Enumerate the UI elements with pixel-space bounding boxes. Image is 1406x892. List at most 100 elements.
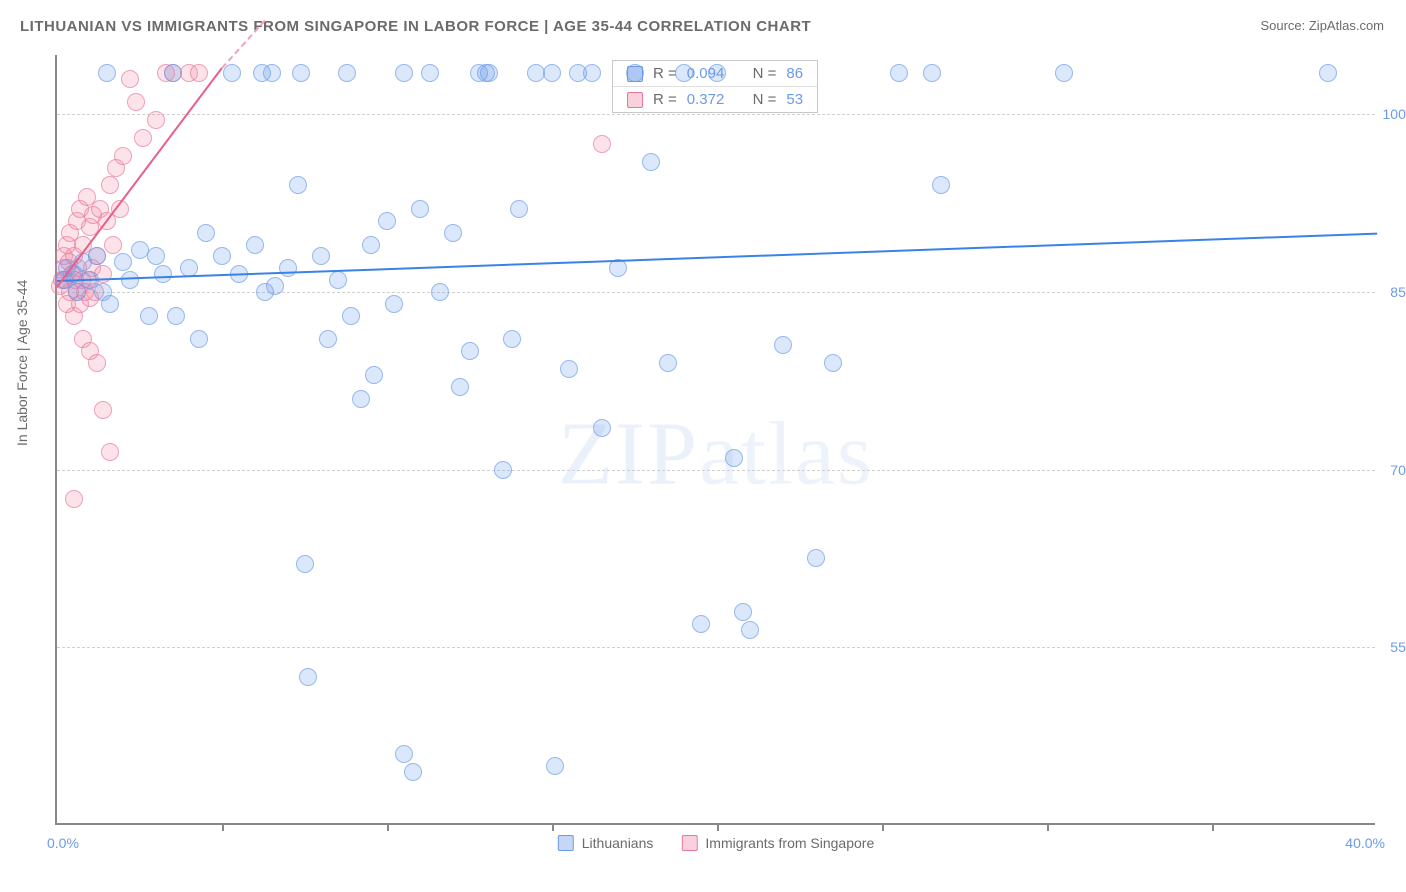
scatter-point-blue <box>734 603 752 621</box>
y-tick-label: 70.0% <box>1390 462 1406 478</box>
x-tick-stub <box>717 823 719 831</box>
scatter-point-blue <box>431 283 449 301</box>
scatter-point-blue <box>560 360 578 378</box>
scatter-point-blue <box>352 390 370 408</box>
scatter-point-blue <box>421 64 439 82</box>
y-axis-title: In Labor Force | Age 35-44 <box>14 280 30 446</box>
scatter-point-blue <box>378 212 396 230</box>
y-tick-label: 55.0% <box>1390 639 1406 655</box>
scatter-point-blue <box>98 64 116 82</box>
source-label: Source: ZipAtlas.com <box>1260 18 1384 33</box>
scatter-point-blue <box>266 277 284 295</box>
scatter-point-blue <box>190 330 208 348</box>
legend-item-pink: Immigrants from Singapore <box>681 835 874 851</box>
scatter-point-pink <box>101 443 119 461</box>
scatter-point-blue <box>296 555 314 573</box>
scatter-point-blue <box>154 265 172 283</box>
r-label: R = <box>653 65 677 82</box>
scatter-point-blue <box>312 247 330 265</box>
y-tick-label: 85.0% <box>1390 284 1406 300</box>
scatter-point-blue <box>395 64 413 82</box>
legend-item-blue: Lithuanians <box>558 835 654 851</box>
scatter-point-blue <box>263 64 281 82</box>
scatter-point-blue <box>923 64 941 82</box>
scatter-point-blue <box>164 64 182 82</box>
scatter-point-blue <box>131 241 149 259</box>
scatter-point-blue <box>890 64 908 82</box>
scatter-point-blue <box>147 247 165 265</box>
scatter-point-pink <box>114 147 132 165</box>
stats-row-pink: R = 0.372 N = 53 <box>613 87 817 112</box>
scatter-point-pink <box>147 111 165 129</box>
scatter-point-blue <box>583 64 601 82</box>
scatter-point-blue <box>292 64 310 82</box>
scatter-point-blue <box>385 295 403 313</box>
scatter-point-blue <box>1319 64 1337 82</box>
watermark-bold: ZIP <box>558 405 699 504</box>
scatter-point-blue <box>451 378 469 396</box>
scatter-point-blue <box>279 259 297 277</box>
scatter-point-blue <box>329 271 347 289</box>
scatter-point-blue <box>444 224 462 242</box>
scatter-point-blue <box>319 330 337 348</box>
n-value-pink: 53 <box>786 91 803 108</box>
swatch-pink-icon <box>681 835 697 851</box>
scatter-point-pink <box>190 64 208 82</box>
gridline-h <box>57 114 1375 115</box>
n-label: N = <box>753 91 777 108</box>
scatter-point-blue <box>365 366 383 384</box>
scatter-point-blue <box>725 449 743 467</box>
scatter-point-blue <box>546 757 564 775</box>
scatter-point-blue <box>659 354 677 372</box>
swatch-pink-icon <box>627 92 643 108</box>
scatter-point-blue <box>362 236 380 254</box>
scatter-point-blue <box>101 295 119 313</box>
r-label: R = <box>653 91 677 108</box>
scatter-point-blue <box>140 307 158 325</box>
scatter-point-pink <box>94 401 112 419</box>
scatter-point-blue <box>692 615 710 633</box>
scatter-point-blue <box>708 64 726 82</box>
scatter-point-pink <box>127 93 145 111</box>
x-tick-stub <box>1047 823 1049 831</box>
scatter-point-blue <box>494 461 512 479</box>
scatter-point-pink <box>104 236 122 254</box>
scatter-point-blue <box>503 330 521 348</box>
scatter-point-blue <box>197 224 215 242</box>
scatter-point-pink <box>593 135 611 153</box>
bottom-legend: Lithuanians Immigrants from Singapore <box>558 835 874 851</box>
scatter-point-blue <box>675 64 693 82</box>
scatter-point-blue <box>289 176 307 194</box>
scatter-point-blue <box>741 621 759 639</box>
chart-title: LITHUANIAN VS IMMIGRANTS FROM SINGAPORE … <box>20 18 811 35</box>
gridline-h <box>57 647 1375 648</box>
scatter-point-pink <box>101 176 119 194</box>
swatch-blue-icon <box>558 835 574 851</box>
scatter-point-blue <box>774 336 792 354</box>
legend-label-pink: Immigrants from Singapore <box>705 835 874 851</box>
plot-area: ZIPatlas R = 0.094 N = 86 R = 0.372 N = … <box>55 55 1375 825</box>
scatter-point-blue <box>395 745 413 763</box>
scatter-point-blue <box>213 247 231 265</box>
scatter-point-blue <box>510 200 528 218</box>
n-value-blue: 86 <box>786 65 803 82</box>
scatter-point-blue <box>167 307 185 325</box>
scatter-point-blue <box>543 64 561 82</box>
scatter-point-blue <box>404 763 422 781</box>
scatter-point-blue <box>299 668 317 686</box>
scatter-point-blue <box>932 176 950 194</box>
x-tick-label-end: 40.0% <box>1345 835 1385 851</box>
scatter-point-blue <box>121 271 139 289</box>
x-tick-stub <box>1212 823 1214 831</box>
scatter-point-blue <box>480 64 498 82</box>
scatter-point-blue <box>411 200 429 218</box>
watermark: ZIPatlas <box>558 403 874 506</box>
gridline-h <box>57 292 1375 293</box>
scatter-point-blue <box>824 354 842 372</box>
r-value-pink: 0.372 <box>687 91 725 108</box>
scatter-point-blue <box>1055 64 1073 82</box>
scatter-point-blue <box>114 253 132 271</box>
x-tick-stub <box>222 823 224 831</box>
x-tick-stub <box>882 823 884 831</box>
scatter-point-blue <box>626 64 644 82</box>
